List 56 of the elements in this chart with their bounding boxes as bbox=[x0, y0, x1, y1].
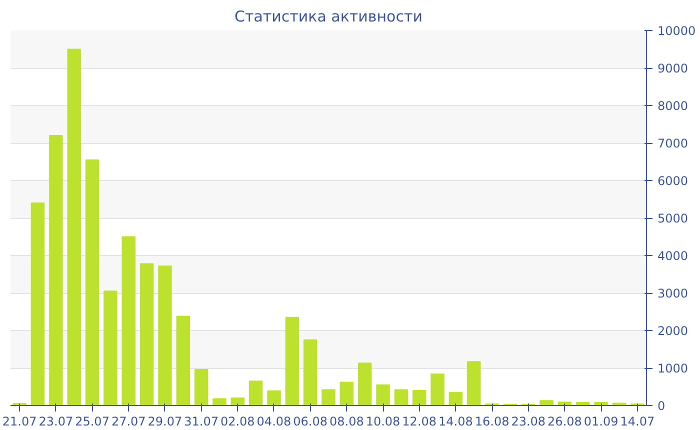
bar bbox=[322, 389, 336, 406]
bar bbox=[448, 392, 463, 406]
bar bbox=[30, 202, 45, 406]
bar bbox=[104, 290, 118, 406]
y-tick-label: 5000 bbox=[658, 212, 688, 226]
x-tick-label: 14.08 bbox=[438, 414, 473, 428]
y-tick-label: 4000 bbox=[658, 249, 688, 263]
x-tick-label: 27.07 bbox=[111, 414, 146, 428]
y-tick-label: 10000 bbox=[658, 24, 696, 38]
bar bbox=[122, 236, 136, 406]
x-tick-label: 08.08 bbox=[329, 414, 364, 428]
bar bbox=[540, 400, 554, 406]
y-tick-label: 1000 bbox=[658, 362, 688, 376]
x-tick-label: 16.08 bbox=[474, 414, 510, 428]
bar bbox=[340, 382, 354, 406]
x-tick-label: 23.07 bbox=[38, 414, 74, 428]
y-tick-label: 0 bbox=[658, 399, 666, 413]
bar bbox=[430, 374, 444, 406]
x-tick-label: 12.08 bbox=[402, 414, 437, 428]
bar bbox=[85, 159, 100, 406]
y-tick-label: 2000 bbox=[658, 324, 688, 338]
bar bbox=[194, 369, 208, 406]
x-tick-label: 29.07 bbox=[148, 414, 182, 428]
x-tick-label: 25.07 bbox=[75, 414, 110, 428]
bar bbox=[67, 48, 81, 406]
x-tick-label: 14.07 bbox=[620, 414, 655, 428]
bar bbox=[248, 380, 263, 406]
x-tick-label: 02.08 bbox=[220, 414, 255, 428]
bar bbox=[358, 362, 372, 406]
bar bbox=[376, 384, 390, 406]
bar bbox=[49, 135, 63, 406]
y-tick-label: 6000 bbox=[658, 174, 688, 188]
y-tick-label: 7000 bbox=[658, 136, 688, 150]
bar bbox=[285, 316, 300, 406]
x-tick-label: 10.08 bbox=[366, 414, 400, 428]
bar bbox=[230, 398, 245, 406]
bar bbox=[176, 316, 190, 406]
bar bbox=[140, 263, 154, 406]
chart-title: Статистика активности bbox=[234, 8, 422, 26]
x-tick-label: 06.08 bbox=[293, 414, 328, 428]
bar bbox=[303, 339, 318, 406]
x-tick-label: 31.07 bbox=[184, 414, 218, 428]
bar bbox=[212, 398, 226, 406]
x-tick-label: 23.08 bbox=[511, 414, 546, 428]
y-tick-label: 9000 bbox=[658, 62, 688, 76]
y-tick-label: 8000 bbox=[658, 99, 688, 113]
bar bbox=[158, 266, 172, 406]
x-tick-label: 01.09 bbox=[584, 414, 618, 428]
bar bbox=[267, 390, 281, 406]
x-tick-label: 04.08 bbox=[256, 414, 292, 428]
bar bbox=[394, 389, 408, 406]
bar bbox=[412, 390, 426, 406]
x-tick-label: 21.07 bbox=[2, 414, 37, 428]
x-tick-label: 26.08 bbox=[548, 414, 582, 428]
y-tick-label: 3000 bbox=[658, 286, 688, 300]
bar bbox=[467, 361, 481, 406]
